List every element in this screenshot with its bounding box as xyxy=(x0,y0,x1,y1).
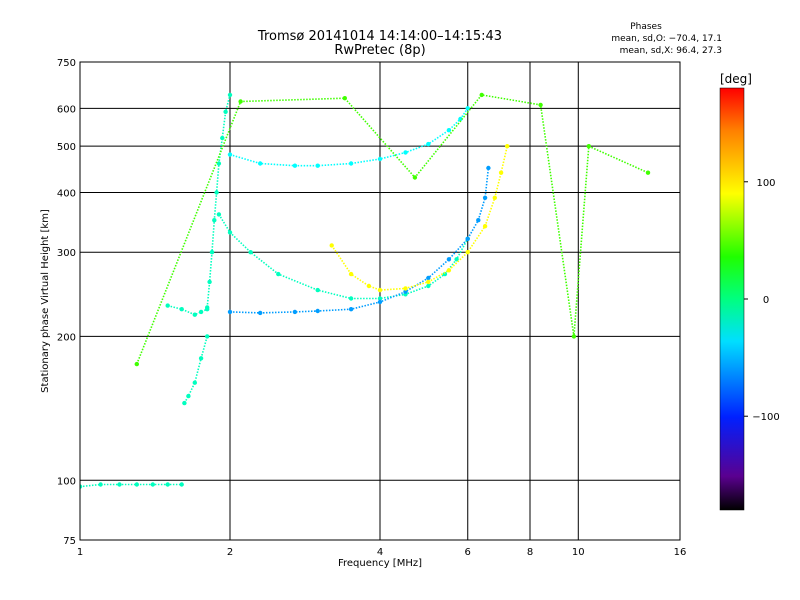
y-tick-label: 400 xyxy=(57,188,76,199)
x-tick-label: 6 xyxy=(465,547,471,558)
data-point xyxy=(486,165,491,171)
phase-info-x: mean, sd,X: 96.4, 27.3 xyxy=(620,46,722,56)
y-tick-label: 100 xyxy=(57,476,76,487)
data-point xyxy=(223,109,228,115)
trace-line xyxy=(167,304,208,316)
trace-line xyxy=(80,483,182,488)
grid xyxy=(80,62,680,540)
y-tick-label: 500 xyxy=(57,142,76,153)
phase-info-o: mean, sd,O: −70.4, 17.1 xyxy=(611,34,722,44)
data-point xyxy=(505,144,510,149)
x-tick-label: 8 xyxy=(527,547,533,558)
data-point xyxy=(348,296,354,301)
colorbar-label: [deg] xyxy=(720,72,752,86)
x-tick-label: 10 xyxy=(572,547,585,558)
data-point xyxy=(134,482,139,487)
data-point xyxy=(179,482,184,487)
colorbar-tick-label: −100 xyxy=(752,412,779,423)
x-tick-label: 4 xyxy=(377,547,383,558)
trace xyxy=(182,334,210,406)
trace xyxy=(80,482,184,489)
x-tick-label: 1 xyxy=(77,547,83,558)
chart-subtitle: RwPretec (8p) xyxy=(334,43,425,58)
trace xyxy=(165,303,210,317)
data-point xyxy=(377,296,383,301)
colorbar xyxy=(719,87,745,511)
trace-line xyxy=(183,336,208,404)
data-point xyxy=(315,163,320,168)
phase-info-title: Phases xyxy=(630,22,662,32)
data-point xyxy=(292,309,298,315)
y-tick-label: 300 xyxy=(57,248,76,259)
data-point xyxy=(348,161,354,166)
x-tick-label: 2 xyxy=(227,547,233,558)
trace-line xyxy=(229,167,490,314)
chart-title: Tromsø 20141014 14:14:00–14:15:43 xyxy=(257,29,502,44)
colorbar-tick-label: 100 xyxy=(756,178,775,189)
trace xyxy=(205,92,233,310)
y-tick-label: 750 xyxy=(57,58,76,69)
trace xyxy=(227,165,491,316)
colorbar-ticks: 100 0 −100 xyxy=(744,178,780,423)
plot-frame xyxy=(79,61,681,541)
x-tick-labels: 1 2 4 6 8 10 16 xyxy=(77,547,687,558)
data-point xyxy=(207,279,212,285)
data-points xyxy=(80,92,651,489)
trace-line xyxy=(206,94,231,308)
x-axis-label: Frequency [MHz] xyxy=(338,558,422,569)
trace xyxy=(134,92,651,367)
trace xyxy=(216,212,470,301)
trace-line xyxy=(331,146,508,291)
y-axis-label: Stationary phase Virtual Height [km] xyxy=(40,209,51,393)
y-tick-label: 200 xyxy=(57,332,76,343)
colorbar-tick-label: 0 xyxy=(763,295,769,306)
trace xyxy=(329,144,510,293)
y-tick-labels: 75 100 200 300 400 500 600 750 xyxy=(57,58,76,547)
data-point xyxy=(220,135,225,141)
trace xyxy=(227,106,470,168)
y-tick-label: 75 xyxy=(63,536,76,547)
x-tick-label: 16 xyxy=(674,547,687,558)
data-point xyxy=(98,482,103,487)
data-point xyxy=(227,309,233,315)
y-tick-label: 600 xyxy=(57,104,76,115)
trace-line xyxy=(229,107,469,167)
